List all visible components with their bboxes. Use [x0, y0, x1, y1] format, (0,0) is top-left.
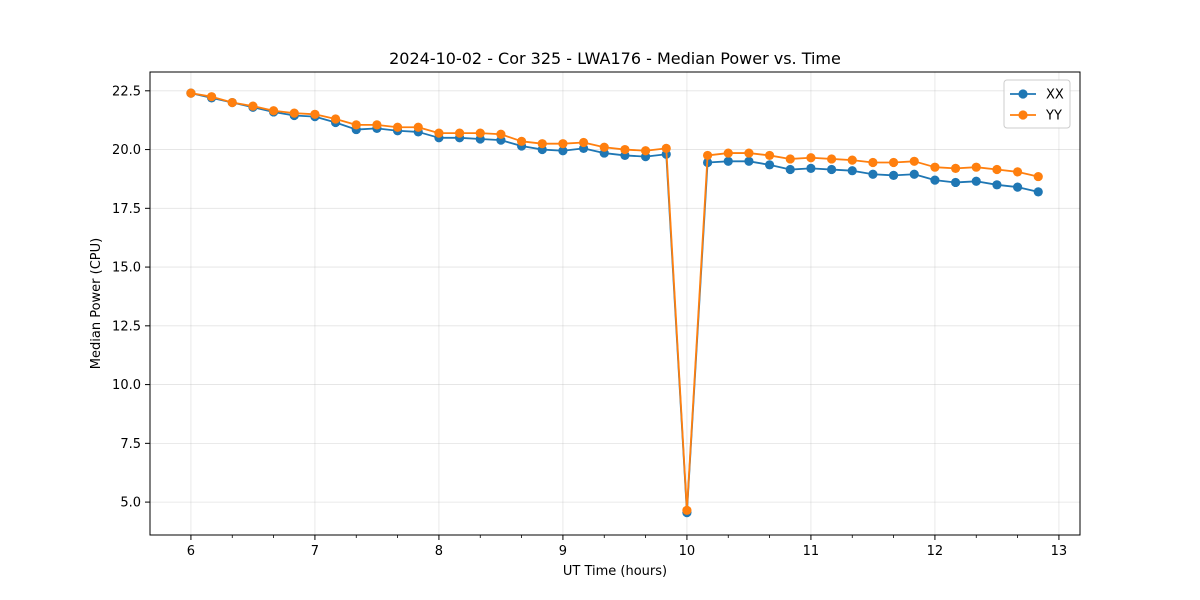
data-point-yy	[661, 143, 671, 153]
data-point-yy	[930, 162, 940, 172]
data-point-yy	[351, 120, 361, 130]
data-point-xx	[764, 160, 775, 170]
data-point-yy	[950, 163, 961, 173]
data-point-yy	[806, 153, 816, 163]
data-point-yy	[640, 146, 651, 156]
data-point-yy	[868, 157, 878, 168]
x-tick-label: 9	[559, 544, 567, 559]
data-point-yy	[702, 150, 713, 161]
data-point-xx	[723, 156, 733, 166]
legend-label-yy: YY	[1045, 109, 1062, 124]
data-point-xx	[909, 169, 919, 179]
data-point-yy	[206, 92, 217, 102]
data-point-yy	[392, 122, 403, 132]
legend: XX YY	[1003, 79, 1071, 129]
data-point-xx	[992, 180, 1002, 190]
data-point-xx	[826, 164, 837, 175]
data-point-yy	[227, 97, 237, 108]
y-tick-label: 7.5	[120, 437, 141, 452]
data-point-yy	[454, 128, 465, 138]
data-point-yy	[372, 120, 382, 130]
data-point-yy	[475, 128, 485, 138]
data-point-yy	[992, 164, 1002, 175]
y-tick-label: 10.0	[112, 378, 141, 393]
data-point-yy	[434, 128, 444, 138]
data-point-yy	[847, 155, 857, 165]
chart-title: 2024-10-02 - Cor 325 - LWA176 - Median P…	[389, 49, 841, 68]
y-tick-label: 5.0	[120, 496, 141, 511]
y-tick-label: 20.0	[112, 143, 141, 158]
data-point-yy	[186, 88, 196, 98]
data-point-yy	[909, 156, 919, 166]
data-point-xx	[806, 163, 816, 173]
x-tick-label: 13	[1051, 544, 1068, 559]
data-point-yy	[558, 139, 568, 149]
data-point-xx	[930, 175, 940, 185]
data-point-yy	[723, 148, 733, 158]
y-tick-label: 17.5	[112, 202, 141, 217]
x-tick-label: 8	[435, 544, 443, 559]
y-tick-label: 15.0	[112, 261, 141, 276]
legend-label-xx: XX	[1046, 88, 1064, 103]
data-point-xx	[971, 176, 981, 186]
data-point-xx	[744, 156, 754, 166]
data-point-xx	[558, 146, 568, 156]
data-point-xx	[950, 177, 961, 188]
x-tick-label: 11	[803, 544, 820, 559]
data-point-xx	[888, 170, 899, 181]
data-point-xx	[847, 166, 857, 176]
legend-marker-xx	[1018, 89, 1028, 99]
data-point-xx	[1012, 182, 1023, 192]
data-point-yy	[537, 139, 547, 149]
data-point-yy	[888, 157, 899, 168]
data-point-yy	[764, 150, 775, 161]
legend-marker-yy	[1018, 110, 1028, 120]
data-point-yy	[785, 154, 795, 164]
data-point-yy	[413, 122, 423, 132]
data-point-yy	[826, 154, 837, 164]
axis-layer: 6 7 8 9 10 11 12 13 5.0 7.5 10.0 12.5 15.0 17.5 20.0 22…	[112, 84, 1067, 559]
data-point-yy	[1012, 167, 1023, 177]
data-point-yy	[1033, 171, 1043, 182]
plot-frame	[149, 71, 1081, 536]
data-point-xx	[785, 164, 795, 175]
x-tick-label: 6	[187, 544, 195, 559]
data-point-yy	[620, 144, 630, 155]
data-point-yy	[248, 101, 258, 111]
grid-layer	[150, 72, 1080, 535]
data-point-yy	[744, 148, 754, 158]
data-point-yy	[310, 109, 320, 119]
data-point-yy	[289, 108, 299, 118]
y-tick-label: 12.5	[112, 319, 141, 334]
data-point-yy	[578, 137, 589, 148]
x-tick-label: 12	[927, 544, 944, 559]
x-axis-title: UT Time (hours)	[563, 564, 667, 579]
x-tick-label: 10	[679, 544, 696, 559]
data-point-yy	[496, 129, 506, 139]
data-point-yy	[516, 136, 527, 146]
data-point-yy	[268, 106, 279, 116]
y-tick-label: 22.5	[112, 84, 141, 99]
data-point-yy	[682, 505, 692, 515]
x-tick-label: 7	[311, 544, 319, 559]
data-point-yy	[330, 114, 341, 124]
data-point-xx	[868, 169, 878, 179]
data-point-yy	[971, 162, 981, 172]
y-axis-title: Median Power (CPU)	[89, 238, 104, 369]
data-point-yy	[599, 142, 609, 152]
data-point-xx	[1033, 187, 1043, 197]
series-layer	[186, 88, 1043, 518]
